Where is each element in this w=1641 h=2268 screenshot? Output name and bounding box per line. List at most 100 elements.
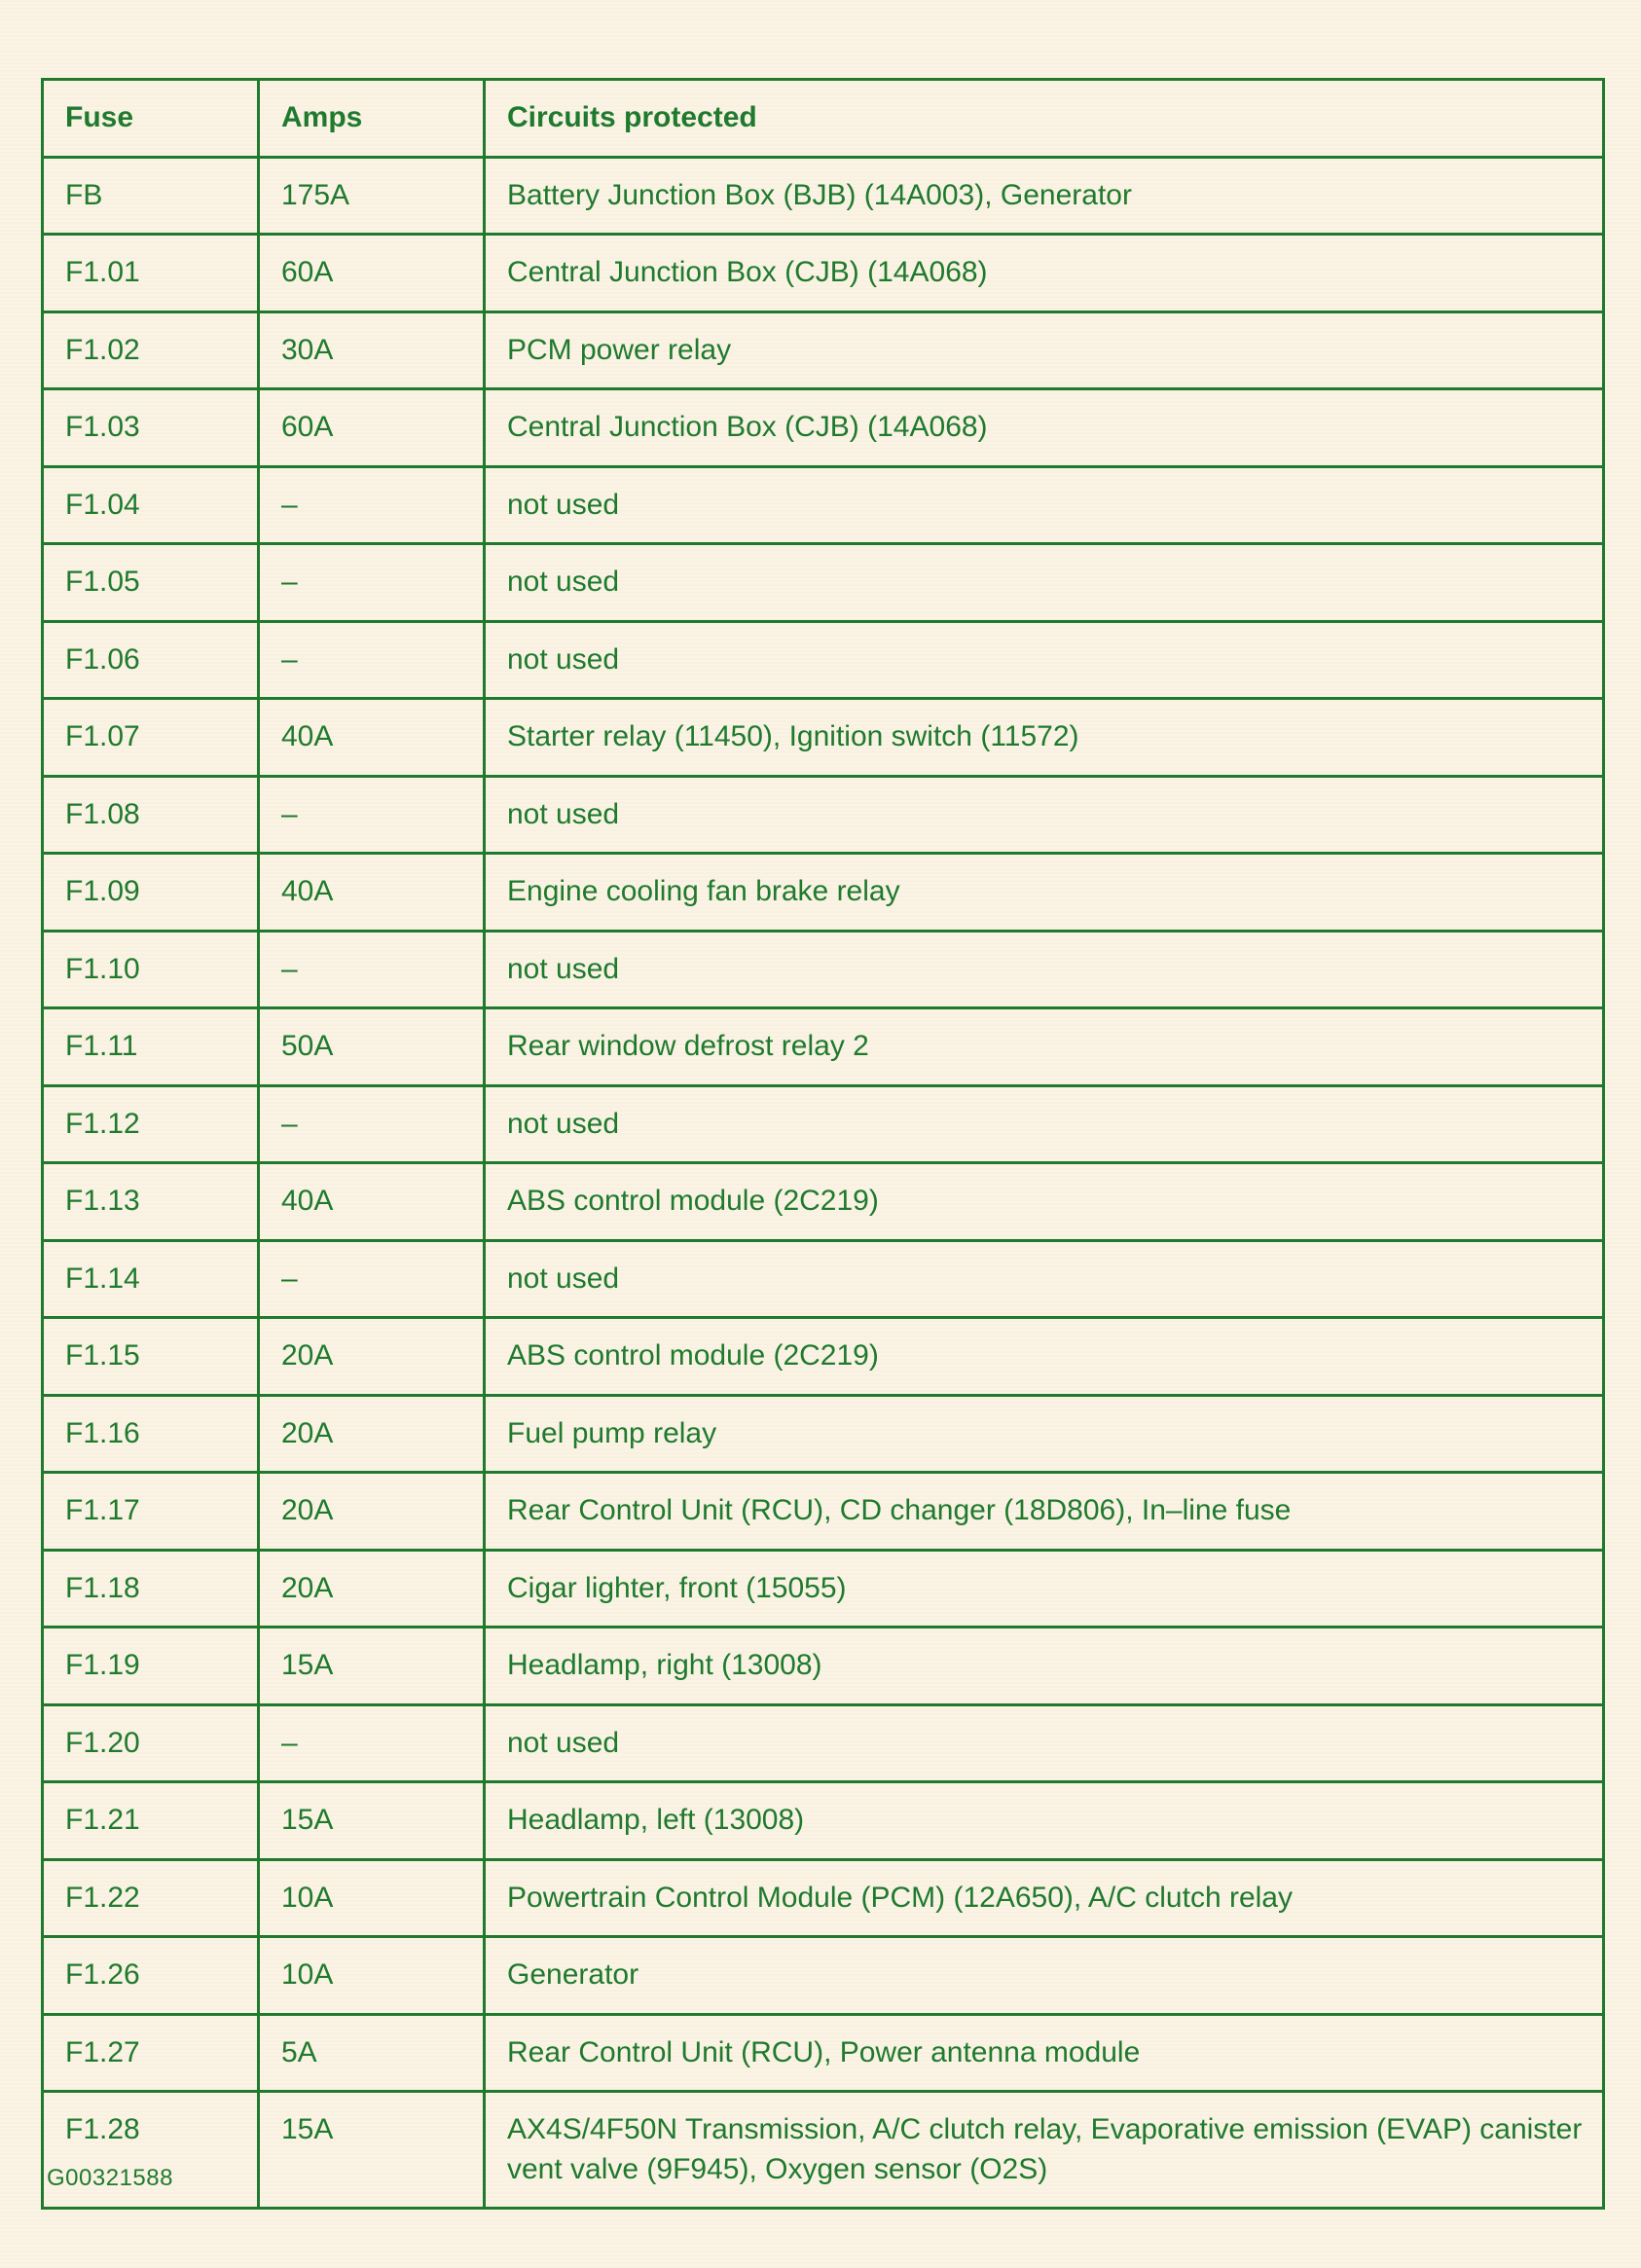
cell-circuits: Battery Junction Box (BJB) (14A003), Gen… (485, 157, 1604, 235)
table-row: F1.14–not used (43, 1240, 1604, 1318)
cell-circuits: not used (485, 931, 1604, 1008)
cell-circuits: AX4S/4F50N Transmission, A/C clutch rela… (485, 2092, 1604, 2209)
col-header-amps: Amps (259, 80, 485, 158)
cell-fuse: F1.14 (43, 1240, 259, 1318)
cell-amps: 50A (259, 1008, 485, 1086)
cell-amps: 175A (259, 157, 485, 235)
cell-fuse: F1.11 (43, 1008, 259, 1086)
cell-circuits: Fuel pump relay (485, 1395, 1604, 1473)
cell-circuits: not used (485, 466, 1604, 544)
cell-amps: 20A (259, 1473, 485, 1551)
table-row: F1.1620AFuel pump relay (43, 1395, 1604, 1473)
table-row: F1.1520AABS control module (2C219) (43, 1318, 1604, 1396)
cell-circuits: not used (485, 776, 1604, 854)
table-row: F1.12–not used (43, 1085, 1604, 1163)
cell-circuits: not used (485, 544, 1604, 622)
cell-circuits: ABS control module (2C219) (485, 1163, 1604, 1241)
cell-circuits: Cigar lighter, front (15055) (485, 1550, 1604, 1628)
table-row: F1.0160ACentral Junction Box (CJB) (14A0… (43, 235, 1604, 312)
table-row: F1.0360ACentral Junction Box (CJB) (14A0… (43, 389, 1604, 467)
cell-circuits: not used (485, 1085, 1604, 1163)
cell-circuits: ABS control module (2C219) (485, 1318, 1604, 1396)
cell-fuse: F1.08 (43, 776, 259, 854)
cell-amps: 30A (259, 311, 485, 389)
table-row: F1.0940AEngine cooling fan brake relay (43, 854, 1604, 932)
cell-fuse: F1.13 (43, 1163, 259, 1241)
col-header-fuse: Fuse (43, 80, 259, 158)
table-row: F1.06–not used (43, 621, 1604, 699)
cell-amps: – (259, 931, 485, 1008)
cell-amps: 60A (259, 389, 485, 467)
cell-amps: 20A (259, 1318, 485, 1396)
cell-amps: 40A (259, 1163, 485, 1241)
col-header-circuits: Circuits protected (485, 80, 1604, 158)
cell-fuse: F1.22 (43, 1859, 259, 1937)
cell-circuits: Central Junction Box (CJB) (14A068) (485, 235, 1604, 312)
cell-amps: – (259, 1085, 485, 1163)
cell-fuse: F1.04 (43, 466, 259, 544)
table-row: F1.20–not used (43, 1704, 1604, 1782)
cell-circuits: Central Junction Box (CJB) (14A068) (485, 389, 1604, 467)
cell-fuse: F1.21 (43, 1782, 259, 1860)
table-row: F1.10–not used (43, 931, 1604, 1008)
cell-fuse: F1.01 (43, 235, 259, 312)
cell-amps: 5A (259, 2014, 485, 2092)
cell-circuits: Engine cooling fan brake relay (485, 854, 1604, 932)
table-row: F1.275ARear Control Unit (RCU), Power an… (43, 2014, 1604, 2092)
cell-fuse: F1.07 (43, 699, 259, 777)
cell-fuse: F1.16 (43, 1395, 259, 1473)
table-row: F1.0230APCM power relay (43, 311, 1604, 389)
cell-amps: – (259, 544, 485, 622)
cell-amps: – (259, 1240, 485, 1318)
cell-fuse: F1.15 (43, 1318, 259, 1396)
cell-amps: 10A (259, 1859, 485, 1937)
cell-circuits: Headlamp, right (13008) (485, 1628, 1604, 1705)
table-row: F1.04–not used (43, 466, 1604, 544)
cell-fuse: F1.02 (43, 311, 259, 389)
document-code: G00321588 (47, 2165, 173, 2192)
cell-amps: – (259, 466, 485, 544)
table-row: F1.1915AHeadlamp, right (13008) (43, 1628, 1604, 1705)
cell-amps: 20A (259, 1550, 485, 1628)
cell-fuse: FB (43, 157, 259, 235)
cell-fuse: F1.27 (43, 2014, 259, 2092)
cell-fuse: F1.18 (43, 1550, 259, 1628)
fuse-table: Fuse Amps Circuits protected FB175ABatte… (41, 78, 1605, 2210)
table-row: F1.05–not used (43, 544, 1604, 622)
cell-fuse: F1.06 (43, 621, 259, 699)
table-row: F1.1340AABS control module (2C219) (43, 1163, 1604, 1241)
cell-circuits: PCM power relay (485, 311, 1604, 389)
cell-circuits: not used (485, 621, 1604, 699)
cell-amps: 20A (259, 1395, 485, 1473)
table-row: F1.2815AAX4S/4F50N Transmission, A/C clu… (43, 2092, 1604, 2209)
table-body: FB175ABattery Junction Box (BJB) (14A003… (43, 157, 1604, 2209)
cell-fuse: F1.12 (43, 1085, 259, 1163)
cell-fuse: F1.05 (43, 544, 259, 622)
cell-circuits: Rear Control Unit (RCU), Power antenna m… (485, 2014, 1604, 2092)
table-row: F1.1820ACigar lighter, front (15055) (43, 1550, 1604, 1628)
cell-amps: – (259, 776, 485, 854)
cell-amps: 15A (259, 1628, 485, 1705)
cell-fuse: F1.17 (43, 1473, 259, 1551)
cell-fuse: F1.20 (43, 1704, 259, 1782)
table-row: F1.1720ARear Control Unit (RCU), CD chan… (43, 1473, 1604, 1551)
cell-circuits: Generator (485, 1937, 1604, 2015)
cell-fuse: F1.09 (43, 854, 259, 932)
cell-circuits: Starter relay (11450), Ignition switch (… (485, 699, 1604, 777)
table-row: F1.2115AHeadlamp, left (13008) (43, 1782, 1604, 1860)
cell-fuse: F1.03 (43, 389, 259, 467)
cell-amps: 60A (259, 235, 485, 312)
cell-circuits: Headlamp, left (13008) (485, 1782, 1604, 1860)
cell-amps: 10A (259, 1937, 485, 2015)
cell-amps: 15A (259, 1782, 485, 1860)
page: Fuse Amps Circuits protected FB175ABatte… (0, 0, 1641, 2268)
table-row: F1.2610AGenerator (43, 1937, 1604, 2015)
cell-amps: – (259, 1704, 485, 1782)
table-row: F1.08–not used (43, 776, 1604, 854)
cell-fuse: F1.19 (43, 1628, 259, 1705)
table-row: FB175ABattery Junction Box (BJB) (14A003… (43, 157, 1604, 235)
table-row: F1.2210APowertrain Control Module (PCM) … (43, 1859, 1604, 1937)
cell-amps: 40A (259, 699, 485, 777)
cell-fuse: F1.10 (43, 931, 259, 1008)
cell-circuits: not used (485, 1704, 1604, 1782)
